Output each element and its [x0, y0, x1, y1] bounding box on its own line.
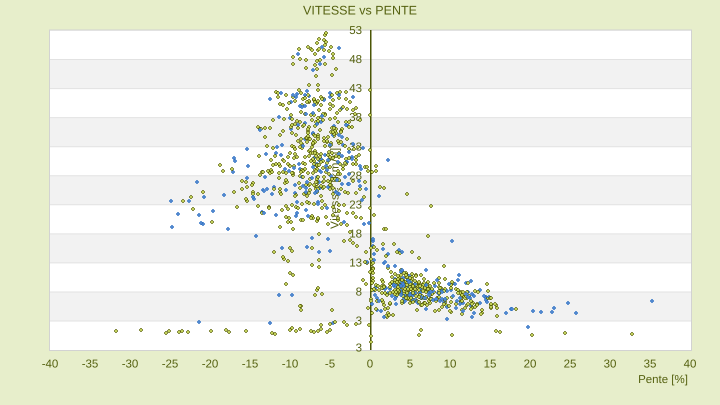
svg-text:38: 38 [349, 112, 362, 124]
svg-text:30: 30 [604, 359, 617, 371]
svg-text:-20: -20 [202, 359, 219, 371]
svg-text:40: 40 [684, 359, 697, 371]
svg-text:5: 5 [407, 359, 413, 371]
svg-text:25: 25 [564, 359, 577, 371]
svg-text:15: 15 [484, 359, 497, 371]
svg-text:-5: -5 [325, 359, 335, 371]
svg-text:20: 20 [524, 359, 537, 371]
svg-text:13: 13 [349, 258, 362, 270]
svg-text:-40: -40 [42, 359, 59, 371]
svg-text:48: 48 [349, 54, 362, 66]
svg-text:-15: -15 [242, 359, 259, 371]
svg-text:3: 3 [356, 316, 362, 328]
svg-text:53: 53 [349, 25, 362, 37]
svg-text:-25: -25 [162, 359, 179, 371]
svg-text:43: 43 [349, 83, 362, 95]
svg-text:33: 33 [349, 141, 362, 153]
svg-text:3: 3 [356, 342, 362, 354]
svg-text:35: 35 [644, 359, 657, 371]
svg-text:-10: -10 [282, 359, 299, 371]
svg-text:Pente [%]: Pente [%] [638, 374, 688, 386]
svg-text:10: 10 [444, 359, 457, 371]
svg-text:8: 8 [356, 287, 362, 299]
svg-text:VITESSE vs PENTE: VITESSE vs PENTE [303, 3, 417, 17]
svg-text:18: 18 [349, 229, 362, 241]
svg-text:-30: -30 [122, 359, 139, 371]
svg-text:0: 0 [367, 359, 373, 371]
svg-text:-35: -35 [82, 359, 99, 371]
svg-text:23: 23 [349, 199, 362, 211]
